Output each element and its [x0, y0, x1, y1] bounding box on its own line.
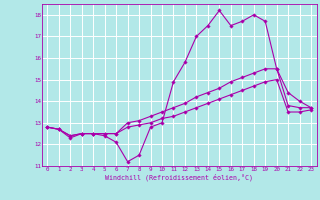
X-axis label: Windchill (Refroidissement éolien,°C): Windchill (Refroidissement éolien,°C): [105, 174, 253, 181]
